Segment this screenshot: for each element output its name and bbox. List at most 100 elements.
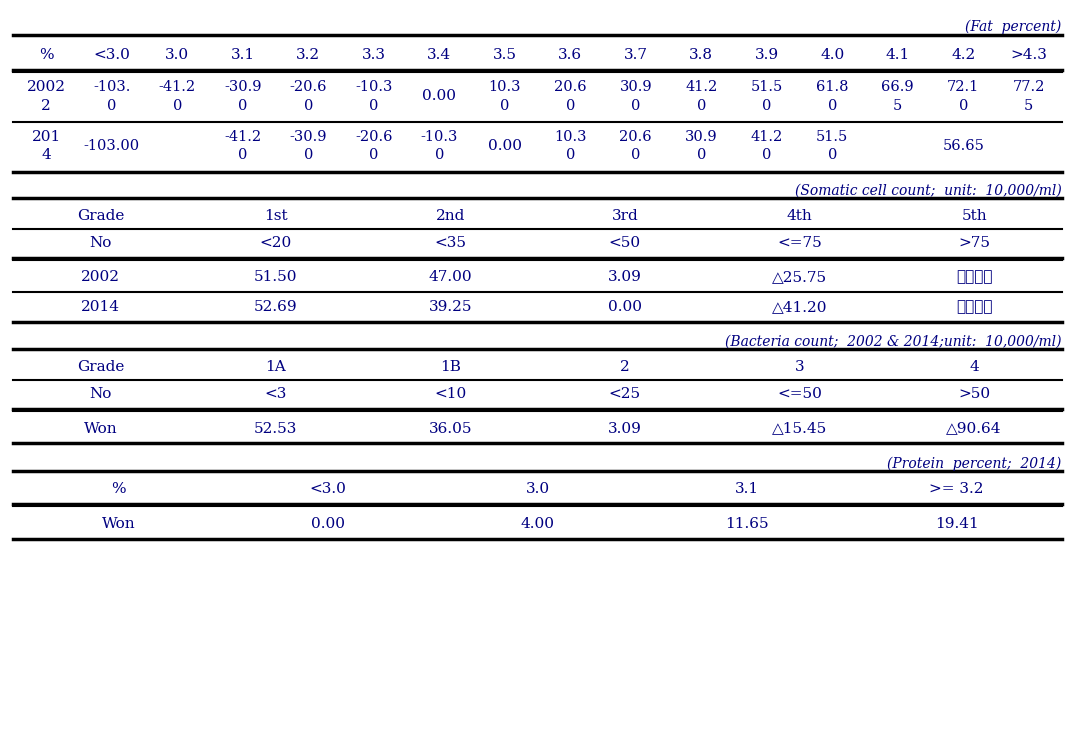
Text: 1A: 1A — [266, 360, 286, 374]
Text: 2: 2 — [41, 98, 52, 112]
Text: <10: <10 — [434, 387, 467, 401]
Text: 초과가격: 초과가격 — [956, 300, 992, 314]
Text: >= 3.2: >= 3.2 — [930, 482, 984, 496]
Text: 61.8: 61.8 — [816, 80, 848, 94]
Text: Won: Won — [101, 517, 135, 531]
Text: -20.6: -20.6 — [355, 130, 392, 144]
Text: 0: 0 — [434, 148, 444, 163]
Text: -41.2: -41.2 — [159, 80, 196, 94]
Text: 77.2: 77.2 — [1013, 80, 1045, 94]
Text: (Bacteria count;  2002 & 2014;unit:  10,000/ml): (Bacteria count; 2002 & 2014;unit: 10,00… — [725, 334, 1061, 349]
Text: 2: 2 — [620, 360, 630, 374]
Text: 0.00: 0.00 — [488, 139, 521, 153]
Text: 3.09: 3.09 — [607, 271, 642, 284]
Text: 4th: 4th — [787, 209, 813, 223]
Text: 0: 0 — [631, 148, 641, 163]
Text: 0: 0 — [303, 148, 313, 163]
Text: 3.4: 3.4 — [427, 48, 452, 62]
Text: 4: 4 — [41, 148, 52, 163]
Text: 0: 0 — [762, 148, 772, 163]
Text: 3.2: 3.2 — [297, 48, 320, 62]
Text: 3.1: 3.1 — [231, 48, 255, 62]
Text: 0: 0 — [238, 148, 247, 163]
Text: 3.3: 3.3 — [362, 48, 386, 62]
Text: 0: 0 — [631, 98, 641, 112]
Text: 3.1: 3.1 — [735, 482, 759, 496]
Text: 0: 0 — [238, 98, 247, 112]
Text: (Protein  percent;  2014): (Protein percent; 2014) — [887, 457, 1061, 471]
Text: 51.5: 51.5 — [816, 130, 848, 144]
Text: No: No — [89, 236, 112, 250]
Text: -30.9: -30.9 — [224, 80, 261, 94]
Text: 4.00: 4.00 — [520, 517, 555, 531]
Text: -10.3: -10.3 — [420, 130, 458, 144]
Text: 47.00: 47.00 — [428, 271, 472, 284]
Text: Won: Won — [84, 422, 117, 436]
Text: <=50: <=50 — [777, 387, 822, 401]
Text: 0.00: 0.00 — [422, 89, 456, 104]
Text: 30.9: 30.9 — [685, 130, 718, 144]
Text: 2002: 2002 — [82, 271, 120, 284]
Text: 201: 201 — [31, 130, 61, 144]
Text: 0.00: 0.00 — [311, 517, 345, 531]
Text: 4: 4 — [970, 360, 979, 374]
Text: 52.53: 52.53 — [254, 422, 297, 436]
Text: 3.9: 3.9 — [755, 48, 778, 62]
Text: 0: 0 — [303, 98, 313, 112]
Text: 0: 0 — [828, 148, 837, 163]
Text: %: % — [111, 482, 126, 496]
Text: 2002: 2002 — [27, 80, 66, 94]
Text: -103.: -103. — [94, 80, 130, 94]
Text: 3.5: 3.5 — [492, 48, 517, 62]
Text: 4.2: 4.2 — [951, 48, 975, 62]
Text: 3: 3 — [794, 360, 804, 374]
Text: <3.0: <3.0 — [94, 48, 130, 62]
Text: 1st: 1st — [263, 209, 287, 223]
Text: 39.25: 39.25 — [429, 300, 472, 314]
Text: <3: <3 — [264, 387, 287, 401]
Text: <20: <20 — [259, 236, 291, 250]
Text: -20.6: -20.6 — [289, 80, 327, 94]
Text: 0: 0 — [108, 98, 116, 112]
Text: 0: 0 — [369, 98, 378, 112]
Text: >4.3: >4.3 — [1010, 48, 1047, 62]
Text: 3.0: 3.0 — [526, 482, 549, 496]
Text: 2014: 2014 — [82, 300, 120, 314]
Text: %: % — [39, 48, 54, 62]
Text: 4.0: 4.0 — [820, 48, 844, 62]
Text: 3rd: 3rd — [612, 209, 639, 223]
Text: 1B: 1B — [440, 360, 460, 374]
Text: 3.09: 3.09 — [607, 422, 642, 436]
Text: 2nd: 2nd — [435, 209, 464, 223]
Text: 41.2: 41.2 — [685, 80, 717, 94]
Text: 56.65: 56.65 — [943, 139, 985, 153]
Text: 0: 0 — [565, 148, 575, 163]
Text: 0: 0 — [173, 98, 182, 112]
Text: (Fat  percent): (Fat percent) — [965, 20, 1061, 34]
Text: No: No — [89, 387, 112, 401]
Text: 0: 0 — [697, 148, 706, 163]
Text: 72.1: 72.1 — [947, 80, 979, 94]
Text: <50: <50 — [608, 236, 641, 250]
Text: 11.65: 11.65 — [726, 517, 769, 531]
Text: 10.3: 10.3 — [488, 80, 521, 94]
Text: <35: <35 — [434, 236, 467, 250]
Text: 10.3: 10.3 — [554, 130, 587, 144]
Text: 0: 0 — [369, 148, 378, 163]
Text: <=75: <=75 — [777, 236, 822, 250]
Text: <25: <25 — [608, 387, 641, 401]
Text: △41.20: △41.20 — [772, 300, 828, 314]
Text: >50: >50 — [958, 387, 990, 401]
Text: 0: 0 — [500, 98, 510, 112]
Text: 3.6: 3.6 — [558, 48, 583, 62]
Text: 3.8: 3.8 — [689, 48, 713, 62]
Text: 0: 0 — [828, 98, 837, 112]
Text: 51.50: 51.50 — [254, 271, 297, 284]
Text: <3.0: <3.0 — [310, 482, 346, 496]
Text: -103.00: -103.00 — [84, 139, 140, 153]
Text: 0: 0 — [697, 98, 706, 112]
Text: 5: 5 — [1024, 98, 1033, 112]
Text: 30.9: 30.9 — [619, 80, 653, 94]
Text: 51.5: 51.5 — [750, 80, 783, 94]
Text: 4.1: 4.1 — [886, 48, 909, 62]
